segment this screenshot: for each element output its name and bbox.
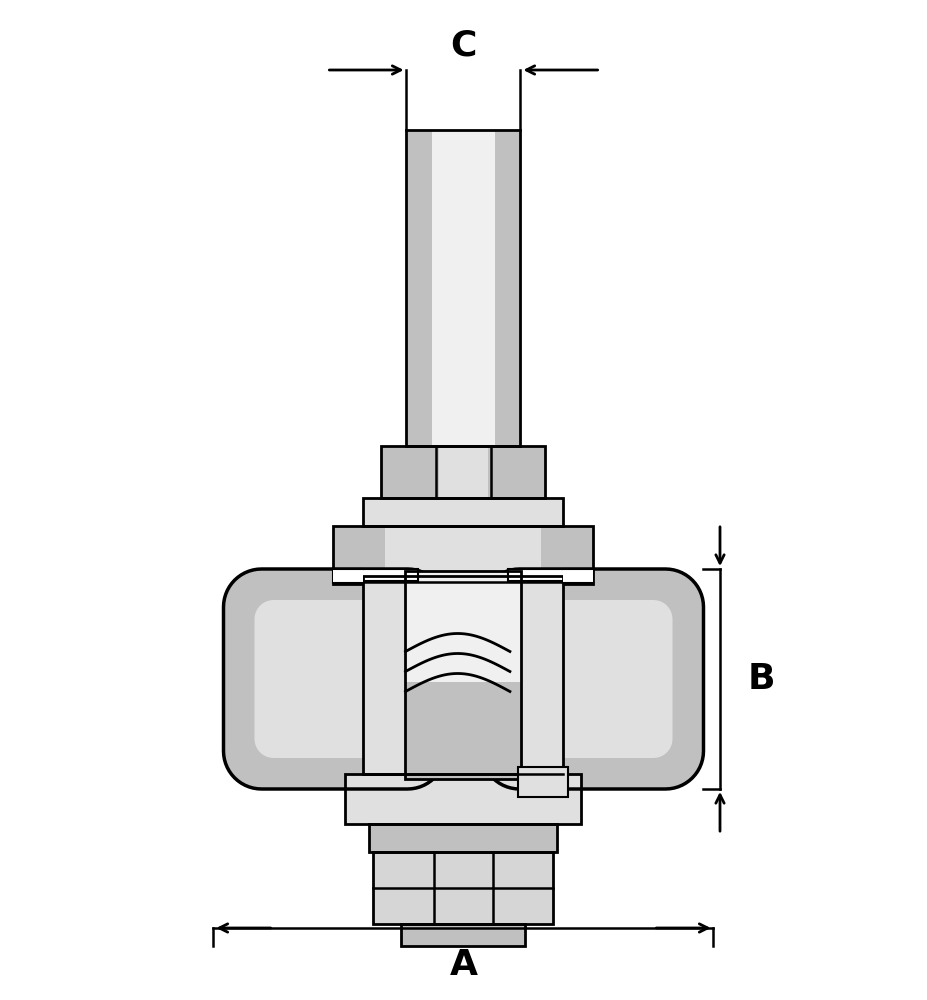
Bar: [363, 498, 564, 526]
Bar: [363, 576, 564, 774]
Text: C: C: [451, 28, 476, 62]
Polygon shape: [223, 569, 446, 789]
Bar: [432, 130, 495, 446]
Bar: [405, 571, 522, 779]
Bar: [401, 924, 526, 946]
Bar: [405, 571, 522, 682]
Polygon shape: [481, 569, 704, 789]
Polygon shape: [513, 600, 672, 758]
Bar: [334, 526, 386, 584]
Bar: [346, 774, 581, 824]
Bar: [334, 526, 593, 584]
Bar: [334, 568, 363, 584]
Bar: [382, 446, 545, 498]
Bar: [346, 774, 581, 824]
Bar: [405, 682, 522, 779]
Bar: [334, 569, 418, 581]
Bar: [564, 568, 593, 584]
Bar: [334, 526, 593, 584]
Bar: [407, 130, 520, 446]
Bar: [541, 526, 593, 584]
Bar: [438, 446, 489, 498]
Bar: [495, 130, 520, 446]
Text: A: A: [450, 948, 477, 982]
Bar: [374, 852, 553, 924]
Bar: [382, 446, 438, 498]
Bar: [489, 446, 545, 498]
Bar: [374, 852, 553, 924]
Bar: [509, 569, 593, 581]
Polygon shape: [255, 600, 414, 758]
Bar: [374, 852, 553, 924]
Bar: [518, 767, 568, 797]
Bar: [401, 924, 526, 946]
Bar: [407, 130, 432, 446]
Bar: [370, 824, 557, 852]
Bar: [370, 824, 557, 852]
Bar: [405, 571, 522, 779]
Bar: [363, 576, 564, 774]
Bar: [518, 767, 568, 797]
Text: B: B: [748, 662, 776, 696]
Bar: [363, 498, 564, 526]
